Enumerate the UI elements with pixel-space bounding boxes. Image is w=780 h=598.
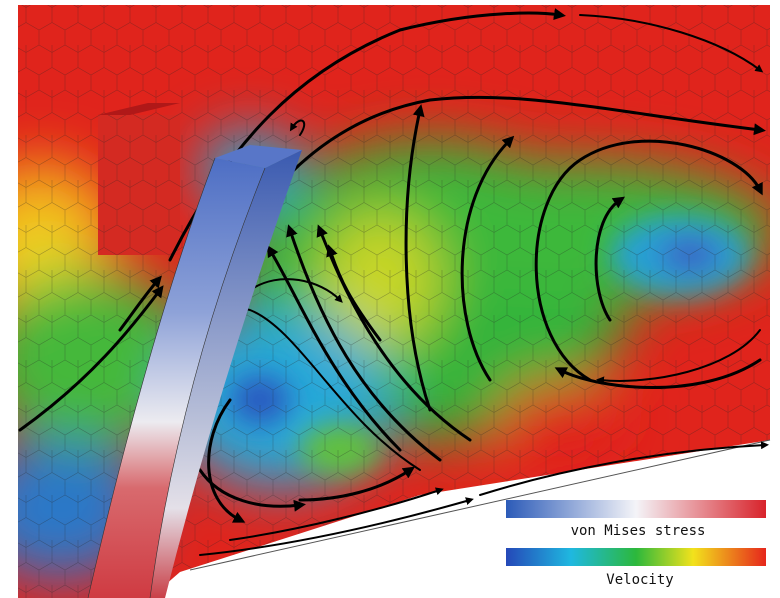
stress-label: von Mises stress (571, 523, 706, 539)
simulation-figure: von Mises stress Velocity (0, 0, 780, 598)
velocity-label: Velocity (606, 572, 673, 588)
legend: von Mises stress Velocity (506, 500, 766, 588)
velocity-colorbar (506, 548, 766, 566)
stress-colorbar (506, 500, 766, 518)
obstacle-block (98, 103, 180, 255)
